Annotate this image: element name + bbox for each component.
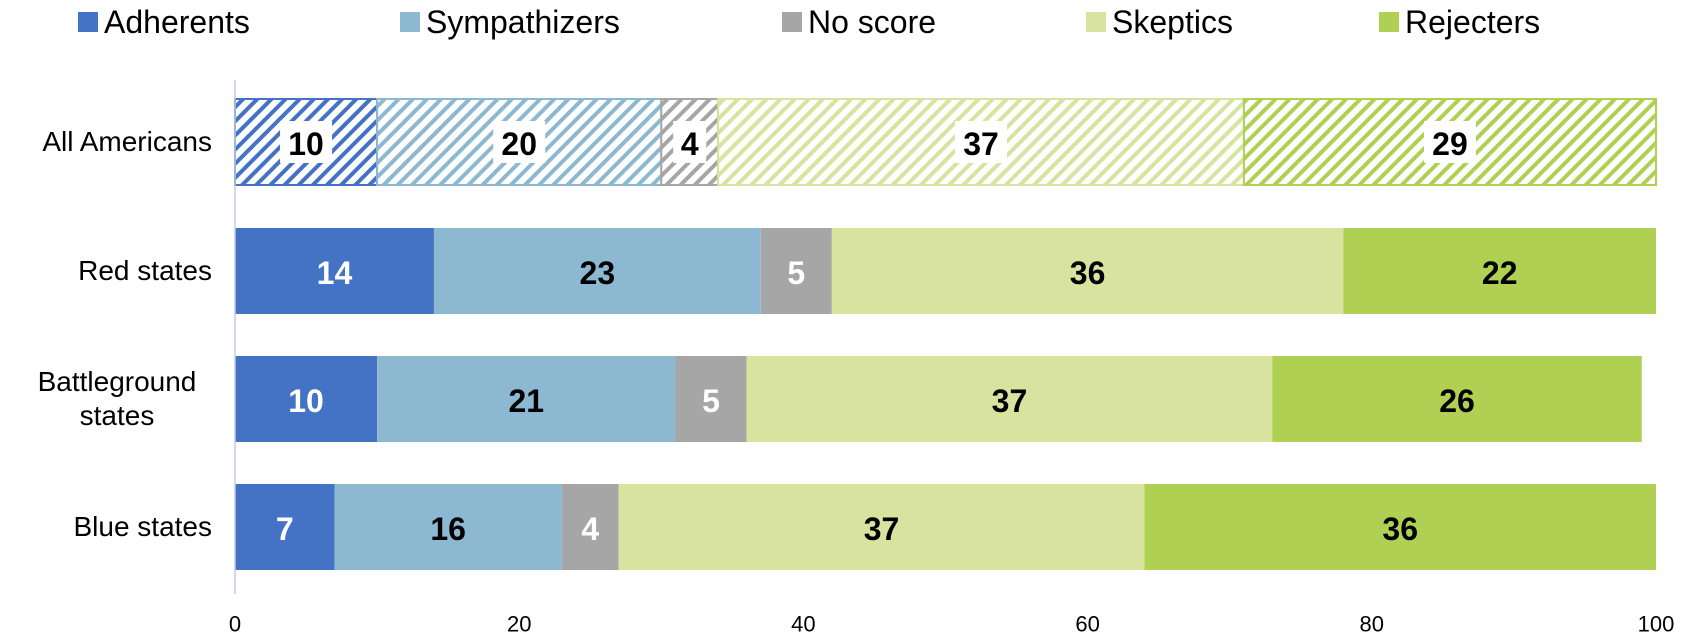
x-tick-label: 20 (507, 612, 531, 637)
data-label: 5 (787, 255, 805, 291)
data-label: 4 (681, 126, 699, 162)
x-tick-label: 40 (791, 612, 815, 637)
bar-segment (1144, 484, 1656, 570)
data-label: 14 (317, 255, 353, 291)
label-box (1423, 121, 1476, 163)
bar-segment (675, 356, 747, 442)
legend-swatch (78, 12, 98, 32)
data-label: 20 (501, 126, 537, 162)
category-text: All Americans (42, 126, 212, 157)
bar-segment (618, 484, 1145, 570)
legend-label: Skeptics (1112, 4, 1233, 40)
bar-segment (235, 484, 335, 570)
category-text: Battleground states (37, 366, 197, 431)
x-tick-label: 100 (1638, 612, 1675, 637)
data-label: 36 (1382, 511, 1418, 547)
label-box (673, 121, 707, 163)
data-label: 16 (430, 511, 466, 547)
legend-label: Sympathizers (426, 4, 620, 40)
legend-label: Rejecters (1405, 4, 1540, 40)
category-text: Blue states (73, 511, 212, 542)
data-label: 10 (288, 383, 324, 419)
legend-label: Adherents (104, 4, 250, 40)
bar-segment (235, 228, 434, 314)
category-label: Blue states (0, 510, 212, 544)
label-box (955, 121, 1008, 163)
bar-segment (831, 228, 1344, 314)
data-label: 22 (1482, 255, 1518, 291)
data-label: 37 (864, 511, 900, 547)
bar-segment (433, 228, 761, 314)
legend-swatch (1379, 12, 1399, 32)
bar-segment (377, 356, 676, 442)
label-box (493, 121, 546, 163)
bar-segment (746, 356, 1273, 442)
bar-segment (1272, 356, 1642, 442)
x-tick-label: 80 (1360, 612, 1384, 637)
data-label: 7 (276, 511, 294, 547)
legend-swatch (400, 12, 420, 32)
category-text: Red states (78, 255, 212, 286)
label-box (280, 121, 333, 163)
data-label: 37 (963, 126, 999, 162)
bar-segment (235, 356, 378, 442)
data-label: 10 (288, 126, 324, 162)
data-label: 4 (581, 511, 599, 547)
x-tick-label: 0 (229, 612, 241, 637)
data-label: 26 (1439, 383, 1475, 419)
legend-swatch (1086, 12, 1106, 32)
legend-label: No score (808, 4, 936, 40)
data-label: 21 (509, 383, 545, 419)
data-label: 36 (1070, 255, 1106, 291)
data-label: 5 (702, 383, 720, 419)
data-label: 37 (992, 383, 1028, 419)
data-label: 23 (580, 255, 616, 291)
legend-swatch (782, 12, 802, 32)
bar-segment (1343, 228, 1656, 314)
bar-segment (760, 228, 832, 314)
x-tick-label: 60 (1075, 612, 1099, 637)
category-label: Battleground states (0, 365, 212, 433)
category-label: All Americans (0, 125, 212, 159)
bar-segment (334, 484, 562, 570)
bar-segment (561, 484, 619, 570)
data-label: 29 (1432, 126, 1468, 162)
category-label: Red states (0, 254, 212, 288)
